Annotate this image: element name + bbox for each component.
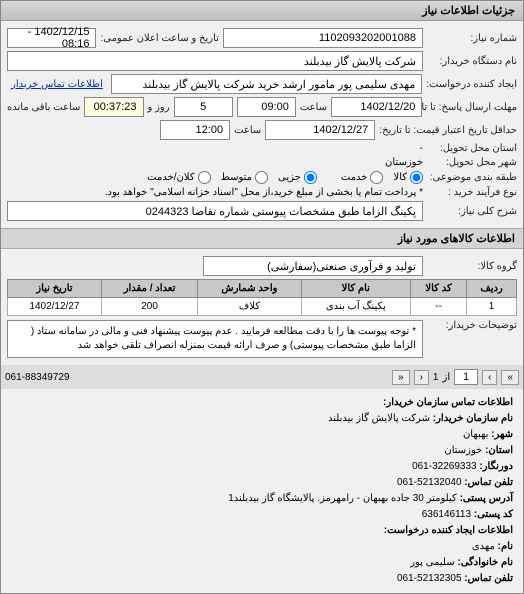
process-label: نوع فرآیند خرید : [427, 187, 517, 198]
details-panel: جزئیات اطلاعات نیاز شماره نیاز: 11020932… [0, 0, 524, 594]
col-name: نام کالا [301, 280, 410, 298]
cell-unit: کلاف [198, 298, 301, 316]
note-label: توضیحات خریدار: [427, 320, 517, 331]
table-header-row: ردیف کد کالا نام کالا واحد شمارش تعداد /… [8, 280, 517, 298]
postal-label: کد پستی: [474, 509, 513, 520]
cell-qty: 200 [101, 298, 197, 316]
radio-major[interactable]: کلان/خدمت [147, 171, 210, 184]
postal-value: 636146113 [422, 509, 471, 520]
cell-name: پکینگ آب بندی [301, 298, 410, 316]
deadline-label: مهلت ارسال پاسخ: تا تاریخ: [426, 102, 517, 113]
delivery-city-label: شهر محل تحویل: [427, 157, 517, 168]
deadline-date-field: 1402/12/20 [331, 97, 422, 117]
name-label: نام: [498, 541, 513, 552]
page-total: 1 [433, 372, 439, 383]
group-label: گروه کالا: [427, 261, 517, 272]
delivery-city-value: خوزستان [385, 157, 423, 168]
days-field: 5 [174, 97, 233, 117]
col-date: تاریخ نیاز [8, 280, 102, 298]
city-label: شهر: [491, 429, 513, 440]
fax-label: دورنگار: [479, 461, 513, 472]
col-unit: واحد شمارش [198, 280, 301, 298]
support-phone: 061-88349729 [5, 372, 70, 383]
cell-date: 1402/12/27 [8, 298, 102, 316]
creator-phone-label: تلفن تماس: [464, 573, 513, 584]
validity-time-field: 12:00 [160, 120, 230, 140]
contact-button[interactable]: اطلاعات تماس خریدار [7, 78, 107, 91]
radio-service[interactable]: خدمت [341, 171, 384, 184]
delivery-state-value: - [420, 143, 423, 154]
goods-section: گروه کالا: تولید و فرآوری صنعتی(سفارشی) … [1, 249, 523, 365]
page-first[interactable]: « [501, 370, 519, 385]
panel-title: جزئیات اطلاعات نیاز [1, 1, 523, 21]
group-field: تولید و فرآوری صنعتی(سفارشی) [203, 256, 423, 276]
family-label: نام خانوادگی: [457, 557, 513, 568]
validity-time-label: ساعت [234, 125, 261, 136]
requester-field: مهدی سلیمی پور مامور ارشد خرید شرکت پالا… [111, 74, 422, 94]
validity-label: حداقل تاریخ اعتبار قیمت: تا تاریخ: [379, 125, 517, 136]
page-last[interactable]: » [392, 370, 410, 385]
cell-row: 1 [467, 298, 517, 316]
contact-header: اطلاعات تماس سازمان خریدار: [383, 397, 513, 408]
name-value: مهدی [472, 541, 495, 552]
type-radio-group: کالا خدمت [341, 171, 423, 184]
col-qty: تعداد / مقدار [101, 280, 197, 298]
province-value: خوزستان [444, 445, 482, 456]
page-of: از [442, 372, 450, 383]
creator-header: اطلاعات ایجاد کننده درخواست: [384, 525, 513, 536]
radio-goods[interactable]: کالا [393, 171, 423, 184]
family-value: سلیمی پور [410, 557, 454, 568]
province-label: استان: [485, 445, 513, 456]
col-row: ردیف [467, 280, 517, 298]
device-label: نام دستگاه خریدار: [427, 56, 517, 67]
process-note: * پرداخت تمام یا بخشی از مبلغ خرید،از مح… [105, 187, 423, 198]
deadline-time-label: ساعت [300, 102, 327, 113]
device-field: شرکت پالایش گاز بیدبلند [7, 51, 423, 71]
goods-table: ردیف کد کالا نام کالا واحد شمارش تعداد /… [7, 279, 517, 316]
desc-field: پکینگ الزاما طبق مشخصات پیوستی شماره تقا… [7, 201, 423, 221]
fax-value: 32269333-061 [412, 461, 477, 472]
city-value: بهبهان [463, 429, 488, 440]
remaining-label: ساعت باقی مانده [7, 102, 80, 113]
phone-value: 52132040-061 [397, 477, 462, 488]
pagination: 061-88349729 » › 1 از 1 ‹ « [1, 365, 523, 389]
requester-label: ایجاد کننده درخواست: [426, 79, 517, 90]
cell-code: -- [411, 298, 467, 316]
radio-minor[interactable]: جزیی [278, 171, 317, 184]
desc-label: شرح کلی نیاز: [427, 206, 517, 217]
page-prev[interactable]: ‹ [482, 370, 497, 385]
days-label: روز و [148, 102, 170, 113]
address-label: آدرس پستی: [460, 493, 513, 504]
announce-field: 1402/12/15 - 08:16 [7, 28, 96, 48]
org-label: نام سازمان خریدار: [433, 413, 513, 424]
remaining-time-field: 00:37:23 [84, 97, 143, 117]
org-value: شرکت پالایش گاز بیدبلند [328, 413, 430, 424]
validity-date-field: 1402/12/27 [265, 120, 375, 140]
contact-info: اطلاعات تماس سازمان خریدار: نام سازمان خ… [1, 389, 523, 593]
req-number-label: شماره نیاز: [427, 33, 517, 44]
radio-medium[interactable]: متوسط [221, 171, 268, 184]
delivery-state-label: استان محل تحویل: [427, 143, 517, 154]
size-radio-group: جزیی متوسط کلان/خدمت [147, 171, 317, 184]
goods-header: اطلاعات کالاهای مورد نیاز [1, 228, 523, 249]
budget-label: طبقه بندی موضوعی: [427, 172, 517, 183]
phone-label: تلفن تماس: [464, 477, 513, 488]
page-current[interactable]: 1 [454, 369, 478, 385]
page-next[interactable]: › [414, 370, 429, 385]
note-box: * توجه پیوست ها را با دقت مطالعه فرمایید… [7, 320, 423, 358]
table-row[interactable]: 1 -- پکینگ آب بندی کلاف 200 1402/12/27 [8, 298, 517, 316]
basic-section: شماره نیاز: 1102093202001088 تاریخ و ساع… [1, 21, 523, 228]
announce-label: تاریخ و ساعت اعلان عمومی: [100, 33, 219, 44]
col-code: کد کالا [411, 280, 467, 298]
address-value: کیلومتر 30 جاده بهبهان - رامهرمز. پالایش… [228, 493, 457, 504]
creator-phone-value: 52132305-061 [397, 573, 462, 584]
deadline-time-field: 09:00 [237, 97, 296, 117]
req-number-field: 1102093202001088 [223, 28, 423, 48]
